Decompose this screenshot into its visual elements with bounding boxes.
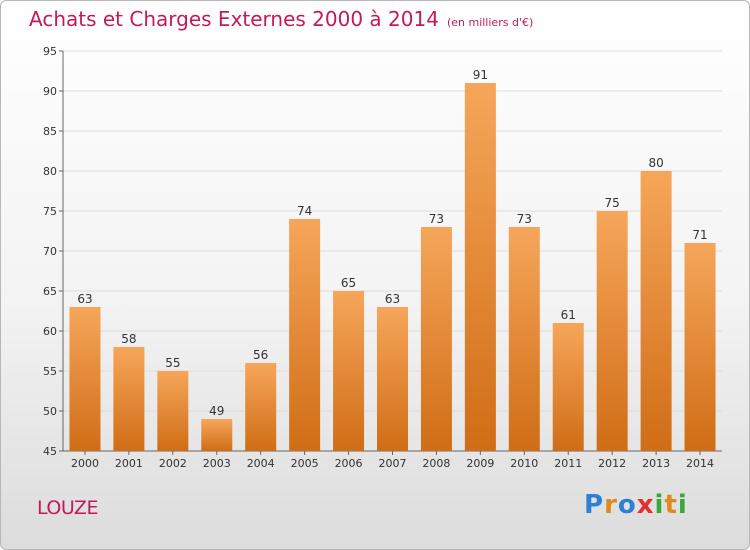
bar-2001 [113, 347, 145, 451]
data-label-2011: 61 [561, 308, 576, 322]
x-tick-label: 2001 [115, 457, 143, 470]
x-tick-label: 2005 [291, 457, 319, 470]
x-tick-label: 2004 [247, 457, 275, 470]
commune-name: LOUZE [37, 497, 98, 519]
bar-2014 [684, 243, 716, 451]
bar-2011 [552, 323, 584, 451]
bar-2004 [245, 363, 277, 451]
data-label-2012: 75 [605, 196, 620, 210]
x-tick-label: 2006 [335, 457, 363, 470]
bar-2000 [69, 307, 101, 451]
data-label-2010: 73 [517, 212, 532, 226]
data-label-2000: 63 [77, 292, 92, 306]
data-label-2006: 65 [341, 276, 356, 290]
chart-subtitle: (en milliers d'€) [446, 16, 534, 29]
y-tick-label: 95 [43, 45, 57, 58]
data-label-2014: 71 [692, 228, 707, 242]
bar-2010 [508, 227, 540, 451]
logo-letter: i [654, 490, 665, 520]
bar-2009 [464, 83, 496, 451]
data-label-2008: 73 [429, 212, 444, 226]
y-tick-label: 65 [43, 285, 57, 298]
data-label-2013: 80 [648, 156, 663, 170]
bar-2003 [201, 419, 233, 451]
bar-2008 [420, 227, 452, 451]
x-tick-label: 2010 [510, 457, 538, 470]
x-tick-label: 2007 [379, 457, 407, 470]
logo-letter: x [636, 490, 655, 520]
logo-letter: i [677, 490, 688, 520]
data-label-2003: 49 [209, 404, 224, 418]
data-label-2001: 58 [121, 332, 136, 346]
x-tick-label: 2013 [642, 457, 670, 470]
chart-title-text: Achats et Charges Externes 2000 à 2014 [29, 7, 439, 31]
bars [69, 83, 716, 451]
data-label-2002: 55 [165, 356, 180, 370]
x-tick-label: 2009 [466, 457, 494, 470]
data-label-2004: 56 [253, 348, 268, 362]
bar-2002 [157, 371, 189, 451]
labels: 63 58 55 49 56 74 65 63 73 91 73 61 75 80 71 [77, 68, 707, 418]
x-tick-label: 2012 [598, 457, 626, 470]
bar-2005 [289, 219, 321, 451]
x-tick-label: 2008 [422, 457, 450, 470]
y-tick-label: 85 [43, 125, 57, 138]
x-tick-label: 2002 [159, 457, 187, 470]
x-tick-label: 2003 [203, 457, 231, 470]
y-tick-label: 60 [43, 325, 57, 338]
chart-title: Achats et Charges Externes 2000 à 2014 (e… [29, 7, 533, 31]
y-tick-label: 80 [43, 165, 57, 178]
x-tick-label: 2000 [71, 457, 99, 470]
data-label-2007: 63 [385, 292, 400, 306]
logo-letter: t [664, 490, 678, 520]
y-tick-label: 75 [43, 205, 57, 218]
data-label-2009: 91 [473, 68, 488, 82]
y-tick-label: 55 [43, 365, 57, 378]
logo-letter: o [617, 490, 637, 520]
logo-letter: r [604, 490, 618, 520]
data-label-2005: 74 [297, 204, 312, 218]
proxiti-logo: Proxiti [584, 490, 688, 520]
y-tick-label: 45 [43, 445, 57, 458]
x-tick-label: 2011 [554, 457, 582, 470]
logo-letter: P [584, 490, 605, 520]
y-tick-label: 50 [43, 405, 57, 418]
bar-2012 [596, 211, 628, 451]
bar-2006 [333, 291, 365, 451]
y-tick-label: 90 [43, 85, 57, 98]
bar-2013 [640, 171, 672, 451]
x-tick-label: 2014 [686, 457, 714, 470]
y-tick-label: 70 [43, 245, 57, 258]
bar-2007 [377, 307, 408, 451]
